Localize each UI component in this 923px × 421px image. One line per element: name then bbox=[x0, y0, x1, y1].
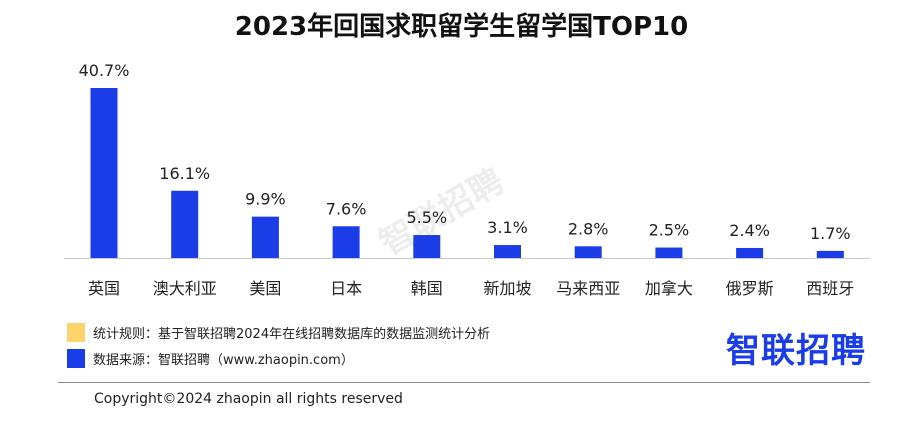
bar bbox=[332, 226, 360, 258]
bar bbox=[171, 190, 199, 258]
data-label: 1.7% bbox=[810, 224, 851, 243]
data-label: 2.5% bbox=[649, 221, 690, 240]
legend-item-source: 数据来源：智联招聘（www.zhaopin.com） bbox=[67, 349, 354, 368]
category-label: 澳大利亚 bbox=[153, 279, 217, 298]
legend-text: 统计规则：基于智联招聘2024年在线招聘数据库的数据监测统计分析 bbox=[93, 327, 491, 342]
legend-swatch-blue bbox=[67, 349, 85, 368]
bar bbox=[816, 250, 844, 258]
category-label: 加拿大 bbox=[645, 279, 693, 298]
legend-text: 数据来源：智联招聘（www.zhaopin.com） bbox=[93, 353, 354, 368]
zhaopin-logo: 智联招聘 bbox=[726, 331, 866, 371]
category-label: 西班牙 bbox=[806, 279, 854, 298]
bar bbox=[655, 247, 683, 258]
category-label: 美国 bbox=[249, 279, 281, 298]
data-label: 9.9% bbox=[245, 190, 286, 209]
category-label: 英国 bbox=[88, 279, 120, 298]
data-label: 16.1% bbox=[159, 164, 210, 183]
legend-item-rule: 统计规则：基于智联招聘2024年在线招聘数据库的数据监测统计分析 bbox=[67, 323, 490, 342]
data-label: 3.1% bbox=[487, 218, 528, 237]
divider bbox=[58, 382, 870, 383]
copyright: Copyright©2024 zhaopin all rights reserv… bbox=[94, 391, 403, 407]
category-label: 日本 bbox=[330, 279, 362, 298]
data-label: 2.4% bbox=[729, 221, 770, 240]
data-label: 40.7% bbox=[79, 61, 130, 80]
data-label: 5.5% bbox=[406, 208, 447, 227]
bar bbox=[413, 235, 441, 258]
chart-title: 2023年回国求职留学生留学国TOP10 bbox=[234, 12, 689, 42]
data-label: 2.8% bbox=[568, 219, 609, 238]
category-label: 马来西亚 bbox=[556, 279, 620, 298]
data-label: 7.6% bbox=[326, 199, 367, 218]
category-label: 新加坡 bbox=[483, 279, 531, 298]
bar bbox=[90, 88, 118, 258]
legend-swatch-yellow bbox=[67, 323, 85, 342]
category-label: 韩国 bbox=[411, 279, 443, 298]
category-label: 俄罗斯 bbox=[726, 279, 774, 298]
bar bbox=[251, 216, 279, 258]
bar bbox=[574, 246, 602, 258]
bar-chart: 40.7% 英国 16.1% 澳大利亚 9.9% 美国 7.6% 日本 5.5% 韩国 3.1% 新加… bbox=[64, 61, 870, 298]
bar bbox=[736, 247, 764, 258]
bar bbox=[494, 245, 521, 258]
